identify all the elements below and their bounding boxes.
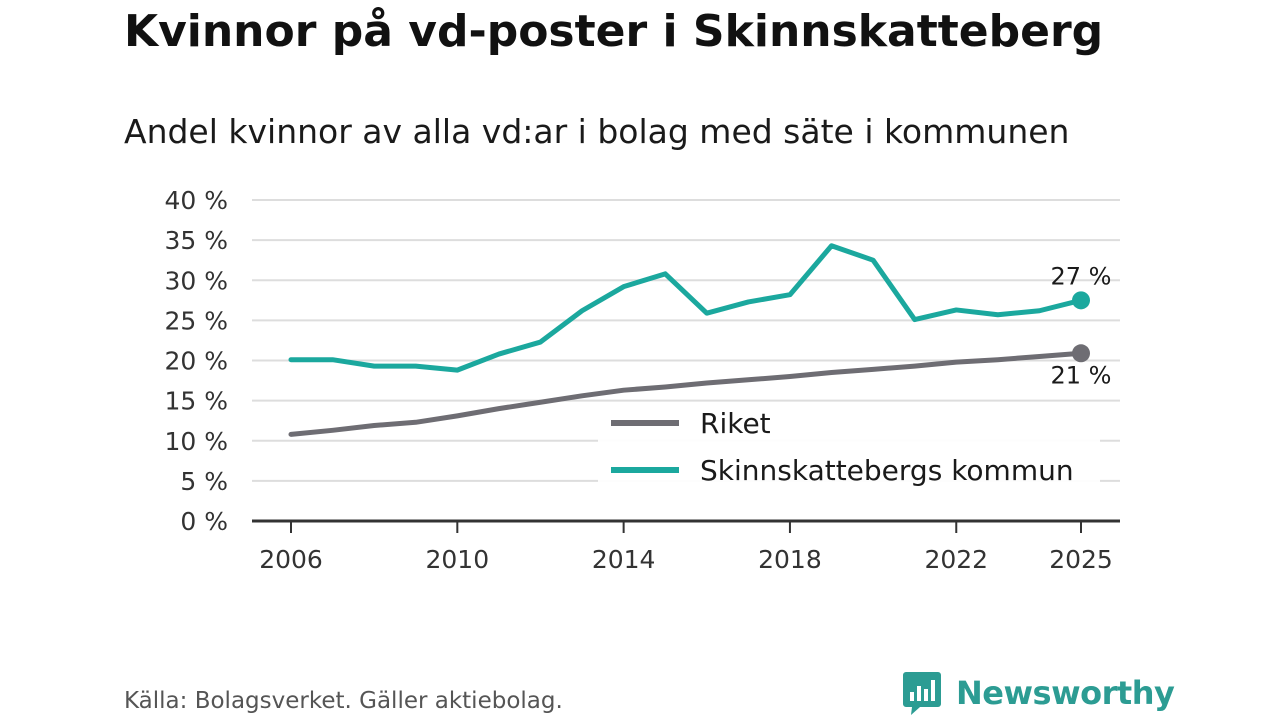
newsworthy-logo-icon — [903, 672, 941, 715]
y-tick-label: 35 % — [164, 226, 228, 255]
end-label-riket: 21 % — [1051, 361, 1112, 389]
x-tick-label: 2018 — [758, 545, 822, 574]
y-tick-label: 30 % — [164, 266, 228, 295]
y-tick-label: 25 % — [164, 306, 228, 335]
x-tick-label: 2010 — [426, 545, 490, 574]
chart-title: Kvinnor på vd-poster i Skinnskatteberg — [124, 6, 1104, 57]
brand-name: Newsworthy — [956, 674, 1175, 712]
series-lines — [288, 243, 1084, 437]
chart-subtitle: Andel kvinnor av alla vd:ar i bolag med … — [124, 112, 1070, 151]
x-tick-label: 2006 — [259, 545, 323, 574]
x-tick-label: 2025 — [1049, 545, 1113, 574]
y-tick-label: 5 % — [180, 467, 228, 496]
legend: Riket Skinnskattebergs kommun — [598, 402, 1100, 492]
legend-label-kommun: Skinnskattebergs kommun — [700, 454, 1074, 487]
y-axis-ticks: 0 % 5 % 10 % 15 % 20 % 25 % 30 % 35 % 40 % — [164, 186, 228, 536]
end-marker-kommun — [1072, 291, 1090, 310]
legend-label-riket: Riket — [700, 407, 771, 440]
y-tick-label: 40 % — [164, 186, 228, 215]
end-label-kommun: 27 % — [1051, 262, 1112, 290]
y-tick-label: 15 % — [164, 387, 228, 416]
end-labels: 21 % 27 % — [1051, 262, 1112, 389]
y-tick-label: 0 % — [180, 507, 228, 536]
line-chart: 0 %5 %10 %15 %20 %25 %30 %35 %40 % 2006 2… — [164, 186, 1120, 574]
source-note: Källa: Bolagsverket. Gäller aktiebolag. — [124, 688, 563, 714]
y-tick-label: 10 % — [164, 427, 228, 456]
y-tick-label: 20 % — [164, 347, 228, 376]
end-marker-riket — [1072, 344, 1090, 363]
x-tick-label: 2022 — [924, 545, 988, 574]
legend-background — [598, 402, 1100, 492]
series-line-kommun — [288, 243, 1084, 373]
x-axis-ticks: 2006 2010 2014 2018 2022 2025 — [259, 521, 1113, 574]
x-tick-label: 2014 — [592, 545, 656, 574]
newsworthy-logo: Newsworthy — [902, 670, 1175, 716]
series-line-riket — [288, 350, 1084, 437]
